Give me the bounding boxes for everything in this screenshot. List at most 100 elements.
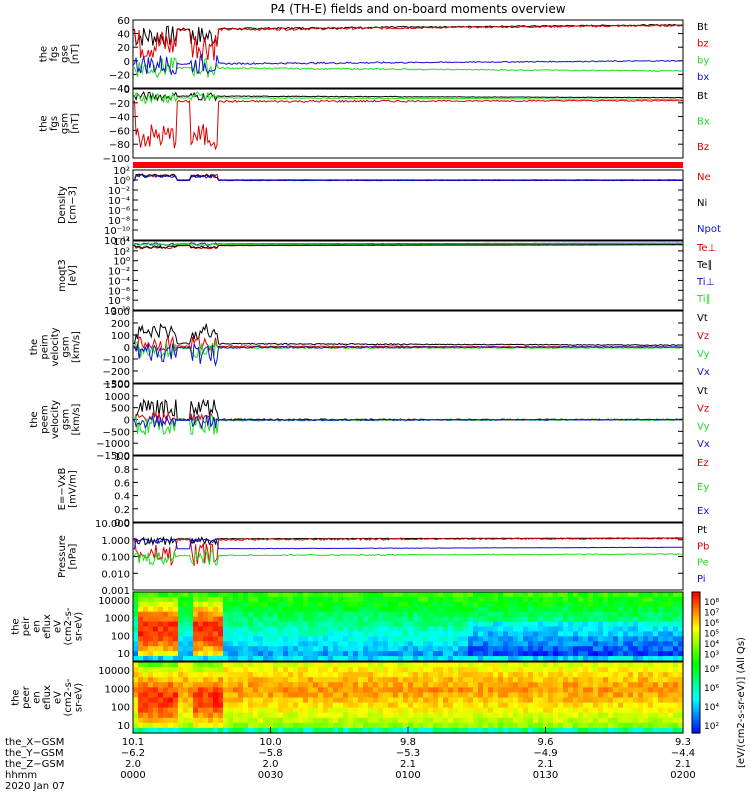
heatmap-cell (418, 592, 424, 598)
heatmap-cell (638, 631, 644, 637)
colorbar-tick-label: 10⁴ (704, 640, 719, 650)
heatmap-cell (133, 677, 139, 683)
heatmap-cell (373, 672, 379, 678)
heatmap-cell (243, 592, 249, 598)
heatmap-cell (573, 611, 579, 618)
heatmap-cell (633, 636, 639, 642)
heatmap-cell (538, 621, 544, 628)
heatmap-cell (478, 651, 484, 657)
heatmap-cell (413, 702, 419, 709)
heatmap-cell (363, 687, 369, 694)
heatmap-cell (163, 601, 169, 608)
heatmap-cell (498, 702, 504, 709)
heatmap-cell (403, 641, 409, 647)
heatmap-cell (638, 596, 644, 603)
heatmap-cell (678, 651, 684, 657)
heatmap-cell (238, 646, 244, 652)
heatmap-cell (673, 592, 679, 598)
heatmap-cell (383, 672, 389, 678)
heatmap-cell (568, 596, 574, 603)
heatmap-cell (548, 692, 554, 699)
heatmap-cell (493, 722, 499, 729)
heatmap-cell (208, 601, 214, 608)
heatmap-cell (448, 641, 454, 647)
heatmap-cell (613, 727, 619, 734)
colorbar-cell (692, 606, 700, 610)
heatmap-cell (503, 692, 509, 699)
heatmap-cell (668, 631, 674, 637)
heatmap-cell (253, 606, 259, 613)
heatmap-cell (238, 682, 244, 688)
heatmap-cell (483, 667, 489, 673)
heatmap-cell (413, 662, 419, 668)
heatmap-cell (218, 672, 224, 678)
heatmap-cell (628, 626, 634, 633)
heatmap-cell (653, 722, 659, 729)
heatmap-cell (443, 641, 449, 647)
heatmap-cell (378, 636, 384, 642)
heatmap-cell (613, 692, 619, 699)
heatmap-cell (348, 596, 354, 603)
heatmap-cell (398, 727, 404, 734)
heatmap-cell (318, 667, 324, 673)
heatmap-cell (378, 646, 384, 652)
heatmap-cell (518, 687, 524, 694)
heatmap-cell (148, 697, 154, 704)
heatmap-cell (448, 672, 454, 678)
heatmap-cell (148, 656, 154, 662)
heatmap-cell (438, 651, 444, 657)
heatmap-cell (408, 672, 414, 678)
heatmap-cell (158, 727, 164, 734)
heatmap-cell (553, 611, 559, 618)
heatmap-cell (673, 621, 679, 628)
heatmap-cell (443, 596, 449, 603)
heatmap-cell (588, 596, 594, 603)
heatmap-cell (538, 646, 544, 652)
heatmap-cell (303, 651, 309, 657)
y-tick-label: 1.000 (101, 536, 130, 547)
heatmap-cell (163, 611, 169, 618)
colorbar-cell (692, 596, 700, 600)
heatmap-cell (493, 596, 499, 603)
heatmap-cell (558, 631, 564, 637)
heatmap-cell (503, 707, 509, 714)
heatmap-cell (493, 712, 499, 719)
heatmap-cell (668, 601, 674, 608)
heatmap-cell (183, 707, 189, 714)
heatmap-cell (528, 606, 534, 613)
heatmap-cell (473, 656, 479, 662)
heatmap-cell (563, 626, 569, 633)
heatmap-cell (223, 621, 229, 628)
heatmap-cell (568, 672, 574, 678)
heatmap-cell (233, 626, 239, 633)
heatmap-cell (428, 727, 434, 734)
y-tick-label: −100 (103, 154, 130, 165)
heatmap-cell (263, 641, 269, 647)
heatmap-cell (403, 651, 409, 657)
heatmap-cell (468, 626, 474, 633)
heatmap-cell (503, 621, 509, 628)
heatmap-cell (483, 712, 489, 719)
heatmap-cell (138, 702, 144, 709)
heatmap-cell (588, 646, 594, 652)
heatmap-cell (368, 596, 374, 603)
heatmap-cell (573, 641, 579, 647)
heatmap-cell (173, 712, 179, 719)
heatmap-cell (168, 616, 174, 623)
heatmap-cell (443, 707, 449, 714)
heatmap-cell (613, 662, 619, 668)
heatmap-cell (568, 712, 574, 719)
heatmap-cell (388, 677, 394, 683)
heatmap-cell (523, 687, 529, 694)
heatmap-cell (338, 616, 344, 623)
heatmap-cell (503, 636, 509, 642)
heatmap-cell (308, 606, 314, 613)
heatmap-cell (338, 606, 344, 613)
heatmap-cell (618, 717, 624, 724)
heatmap-cell (618, 626, 624, 633)
heatmap-cell (268, 712, 274, 719)
heatmap-cell (558, 626, 564, 633)
heatmap-cell (523, 712, 529, 719)
heatmap-cell (253, 702, 259, 709)
heatmap-cell (393, 712, 399, 719)
